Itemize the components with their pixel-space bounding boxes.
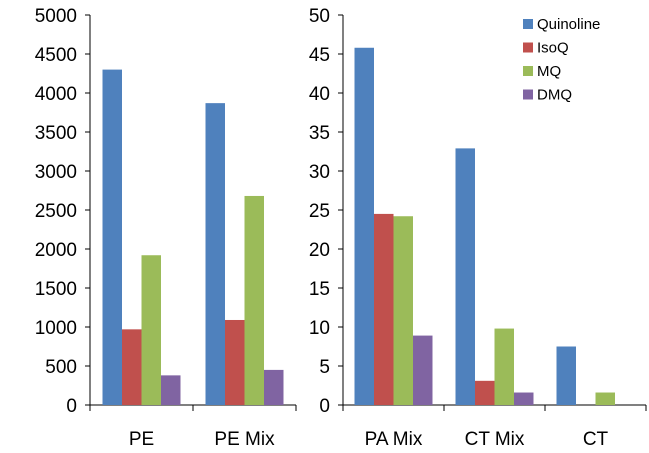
bar-quinoline-ct-mix <box>455 148 475 405</box>
legend-label-quinoline: Quinoline <box>537 16 600 33</box>
x-tick-label: CT <box>583 429 609 450</box>
bar-mq-ct <box>595 392 615 405</box>
left-bar-chart: 0 500 1000 1500 2000 2500 3000 3500 4000 4500 5000… <box>35 6 297 450</box>
y-tick-label: 1500 <box>35 279 77 300</box>
y-tick-label: 40 <box>309 84 330 105</box>
legend-swatch-mq <box>523 66 533 76</box>
bar-isoq-pa-mix <box>374 213 394 405</box>
y-tick-label: 5 <box>319 357 330 378</box>
y-tick-label: 2500 <box>35 201 77 222</box>
legend-swatch-dmq <box>523 89 533 100</box>
bar-dmq-ct-mix <box>514 392 534 405</box>
bar-dmq-pe <box>161 375 181 405</box>
y-tick-label: 1000 <box>35 318 77 339</box>
y-tick-label: 3000 <box>35 162 77 183</box>
y-tick-label: 10 <box>309 318 330 339</box>
y-tick-label: 0 <box>319 396 330 417</box>
bar-mq-ct-mix <box>494 328 514 405</box>
bar-isoq-ct-mix <box>475 380 495 405</box>
y-tick-label: 50 <box>309 6 330 27</box>
y-tick-label: 4000 <box>35 84 77 105</box>
legend-label-dmq: DMQ <box>537 87 572 104</box>
y-tick-label: 20 <box>309 240 330 261</box>
x-tick-label: PE Mix <box>214 429 275 450</box>
x-tick-label: PA Mix <box>365 429 423 450</box>
bar-dmq-pa-mix <box>413 335 433 405</box>
bar-quinoline-pe-mix <box>205 103 225 405</box>
y-tick-label: 15 <box>309 279 330 300</box>
right-bar-chart: 0 5 10 15 20 25 30 35 40 45 50 PA Mix CT Mix CT <box>309 6 647 450</box>
bar-mq-pe-mix <box>244 195 264 405</box>
y-tick-label: 35 <box>309 123 330 144</box>
bar-isoq-pe-mix <box>225 319 245 405</box>
bar-isoq-pe <box>122 329 142 405</box>
y-tick-label: 500 <box>45 357 77 378</box>
x-tick-label: CT Mix <box>465 429 525 450</box>
chart-legend: Quinoline IsoQ MQ DMQ <box>523 16 600 104</box>
legend-swatch-quinoline <box>523 19 533 29</box>
legend-swatch-isoq <box>523 42 533 53</box>
legend-label-mq: MQ <box>537 63 561 80</box>
bar-quinoline-pe <box>102 69 122 405</box>
bar-quinoline-pa-mix <box>354 47 374 405</box>
y-tick-label: 2000 <box>35 240 77 261</box>
bar-dmq-pe-mix <box>264 369 284 405</box>
legend-label-isoq: IsoQ <box>537 40 569 57</box>
y-tick-label: 25 <box>309 201 330 222</box>
y-tick-label: 0 <box>66 396 77 417</box>
y-tick-label: 5000 <box>35 6 77 27</box>
bar-mq-pa-mix <box>393 216 413 405</box>
y-tick-label: 45 <box>309 45 330 66</box>
bar-mq-pe <box>141 255 161 405</box>
y-tick-label: 4500 <box>35 45 77 66</box>
y-tick-label: 30 <box>309 162 330 183</box>
y-tick-label: 3500 <box>35 123 77 144</box>
x-tick-label: PE <box>129 429 154 450</box>
bar-quinoline-ct <box>556 346 576 405</box>
